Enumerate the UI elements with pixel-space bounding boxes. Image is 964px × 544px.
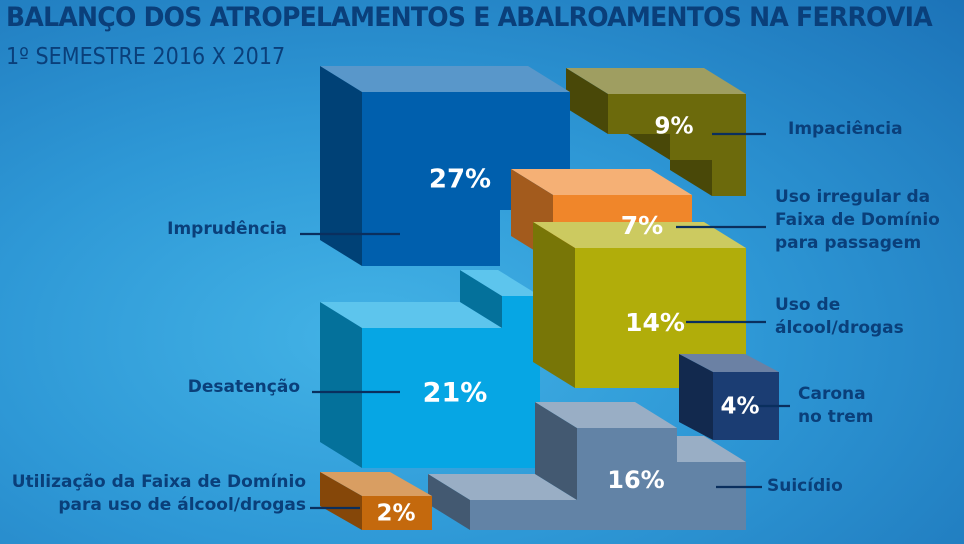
block-4 bbox=[533, 222, 746, 388]
category-label-4: Uso de álcool/drogas bbox=[775, 295, 904, 338]
category-label-3: Uso irregular da Faixa de Domínio para pas… bbox=[775, 187, 940, 253]
category-label-3-line-1: Uso irregular da bbox=[775, 187, 930, 207]
category-label-2: Impaciência bbox=[788, 119, 903, 139]
value-label-3: 7% bbox=[621, 211, 663, 240]
block-3-side bbox=[511, 169, 692, 195]
chart-subtitle: 1º SEMESTRE 2016 X 2017 bbox=[6, 44, 286, 70]
category-label-2-line-1: Impaciência bbox=[788, 119, 903, 139]
block-5-side bbox=[320, 302, 502, 328]
category-label-4-line-2: álcool/drogas bbox=[775, 318, 904, 338]
category-label-3-line-2: Faixa de Domínio bbox=[775, 210, 940, 230]
category-label-6-line-2: no trem bbox=[798, 407, 873, 427]
block-1-side bbox=[320, 66, 570, 92]
block-8-front bbox=[362, 496, 432, 530]
category-label-4-line-1: Uso de bbox=[775, 295, 840, 315]
block-5 bbox=[320, 270, 540, 468]
category-label-7: Suicídio bbox=[767, 476, 843, 496]
block-7-side bbox=[428, 474, 577, 500]
block-7-side bbox=[535, 402, 677, 428]
value-label-5: 21% bbox=[423, 378, 488, 409]
block-6-front bbox=[713, 372, 779, 440]
block-7-side bbox=[535, 402, 577, 500]
value-label-6: 4% bbox=[720, 394, 759, 420]
block-6-side bbox=[679, 354, 713, 440]
block-2-side bbox=[566, 68, 608, 134]
block-2-front bbox=[608, 94, 746, 196]
block-2-side bbox=[566, 68, 746, 94]
block-5-side bbox=[460, 270, 502, 328]
block-5-side bbox=[320, 302, 362, 468]
value-label-2: 9% bbox=[654, 114, 693, 140]
category-label-6-line-1: Carona bbox=[798, 384, 866, 404]
category-label-1: Imprudência bbox=[167, 219, 287, 239]
value-label-7: 16% bbox=[607, 466, 664, 494]
block-6-side bbox=[679, 354, 779, 372]
block-6 bbox=[679, 354, 779, 440]
block-1 bbox=[320, 66, 570, 266]
value-label-4: 14% bbox=[625, 308, 685, 337]
value-label-8: 2% bbox=[376, 501, 415, 527]
block-4-side bbox=[533, 222, 575, 388]
block-1-side bbox=[320, 66, 362, 266]
category-label-8-line-2: para uso de álcool/drogas bbox=[58, 495, 306, 515]
block-8-side bbox=[320, 472, 362, 530]
category-label-5-line-1: Desatenção bbox=[188, 377, 300, 397]
block-1-front bbox=[362, 92, 570, 266]
block-7-front bbox=[470, 428, 746, 530]
block-8 bbox=[320, 472, 432, 530]
value-label-1: 27% bbox=[429, 165, 491, 195]
category-label-5: Desatenção bbox=[188, 377, 300, 397]
category-label-7-line-1: Suicídio bbox=[767, 476, 843, 496]
block-5-side bbox=[460, 270, 540, 296]
block-4-front bbox=[575, 248, 746, 388]
block-2 bbox=[566, 68, 746, 196]
block-4-side bbox=[533, 222, 746, 248]
block-8-side bbox=[320, 472, 432, 496]
chart-title: BALANÇO DOS ATROPELAMENTOS E ABALROAMENT… bbox=[6, 2, 933, 33]
category-label-8-line-1: Utilização da Faixa de Domínio bbox=[12, 472, 306, 492]
category-label-3-line-3: para passagem bbox=[775, 233, 921, 253]
block-7 bbox=[428, 402, 746, 530]
category-label-1-line-1: Imprudência bbox=[167, 219, 287, 239]
block-5-front bbox=[362, 296, 540, 468]
category-label-6: Carona no trem bbox=[798, 384, 873, 427]
category-label-8: Utilização da Faixa de Domínio para uso d… bbox=[12, 472, 306, 515]
block-7-side bbox=[428, 474, 470, 530]
